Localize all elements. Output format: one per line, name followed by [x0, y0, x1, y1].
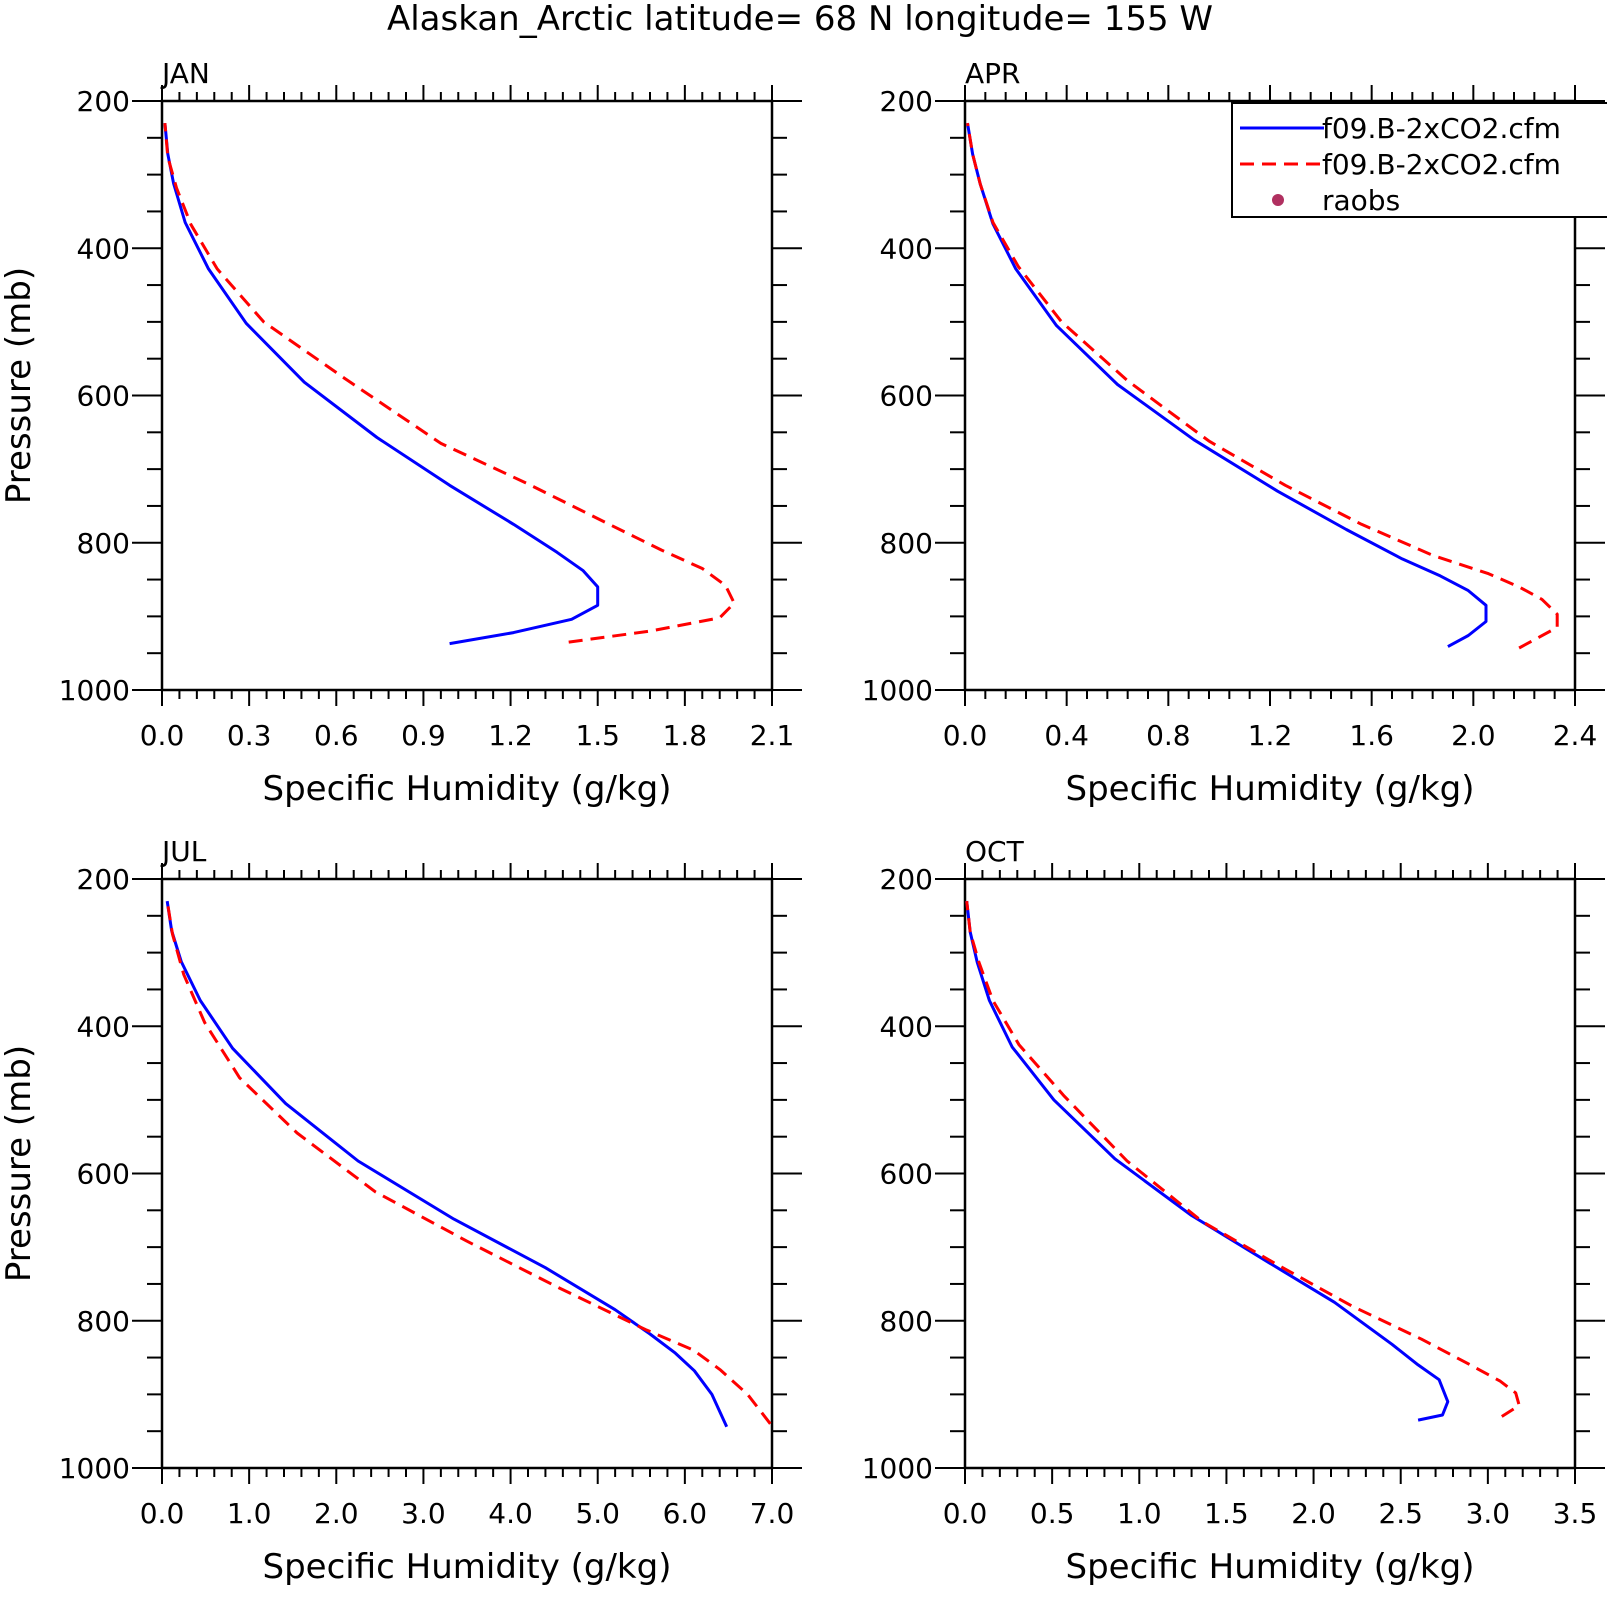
- plot-frame: [160, 877, 774, 1470]
- x-tick-label: 0.3: [227, 719, 272, 752]
- panel-title: JAN: [160, 57, 210, 90]
- x-tick-label: 1.2: [488, 719, 533, 752]
- y-tick-label: 200: [880, 863, 933, 896]
- series-line-solid: [165, 900, 729, 1428]
- main-title: Alaskan_Arctic latitude= 68 N longitude=…: [387, 0, 1213, 39]
- y-axis-label: Pressure (mb): [0, 1045, 39, 1282]
- x-tick-label: 0.0: [943, 1497, 988, 1530]
- x-tick-label: 0.8: [1146, 719, 1191, 752]
- x-tick-label: 1.5: [575, 719, 620, 752]
- x-tick-label: 0.9: [401, 719, 446, 752]
- y-tick-label: 800: [880, 527, 933, 560]
- y-tick-label: 400: [880, 1010, 933, 1043]
- x-axis-label: Specific Humidity (g/kg): [263, 1547, 672, 1587]
- y-tick-label: 200: [880, 85, 933, 118]
- x-tick-label: 1.8: [663, 719, 708, 752]
- y-tick-label: 200: [77, 85, 130, 118]
- series-line-dashed: [165, 900, 772, 1425]
- legend-box: [1231, 102, 1607, 218]
- x-tick-label: 2.0: [1291, 1497, 1336, 1530]
- x-tick-label: 1.0: [1117, 1497, 1162, 1530]
- panel-title: JUL: [160, 835, 207, 868]
- legend-label: raobs: [1322, 184, 1400, 217]
- series-line-dashed: [965, 900, 1521, 1418]
- panel-apr: 0.0 0.4 0.8 1.2 1.6 2.0 2.4 200 400 600 800 1000 APR…: [862, 57, 1605, 809]
- x-tick-label: 1.0: [227, 1497, 272, 1530]
- y-tick-label: 400: [880, 232, 933, 265]
- y-tick-label: 800: [77, 1305, 130, 1338]
- x-tick-label: 1.5: [1204, 1497, 1249, 1530]
- y-tick-label: 1000: [59, 1452, 130, 1485]
- x-tick-label: 3.0: [1466, 1497, 1511, 1530]
- x-axis-label: Specific Humidity (g/kg): [263, 769, 672, 809]
- panel-title: APR: [965, 57, 1021, 90]
- panels: 0.0 0.3 0.6 0.9 1.2 1.5 1.8 2.1 200 400 600 800 1000…: [0, 57, 1605, 1587]
- y-axis-label: Pressure (mb): [0, 267, 39, 504]
- legend-label: f09.B-2xCO2.cfm: [1322, 148, 1561, 181]
- panel-oct: 0.0 0.5 1.0 1.5 2.0 2.5 3.0 3.5 200 400 600 800 1000…: [862, 835, 1605, 1587]
- series-line-dashed: [966, 122, 1559, 650]
- x-tick-label: 6.0: [663, 1497, 708, 1530]
- y-tick-label: 200: [77, 863, 130, 896]
- x-tick-label: 0.5: [1030, 1497, 1075, 1530]
- x-tick-label: 3.0: [401, 1497, 446, 1530]
- y-tick-label: 600: [77, 1158, 130, 1191]
- x-tick-label: 1.2: [1248, 719, 1293, 752]
- x-tick-label: 5.0: [575, 1497, 620, 1530]
- x-axis-label: Specific Humidity (g/kg): [1066, 1547, 1475, 1587]
- y-tick-label: 600: [880, 1158, 933, 1191]
- x-tick-label: 0.0: [140, 1497, 185, 1530]
- y-tick-label: 800: [880, 1305, 933, 1338]
- panel-jan: 0.0 0.3 0.6 0.9 1.2 1.5 1.8 2.1 200 400 600 800 1000…: [0, 57, 802, 809]
- y-tick-label: 1000: [862, 674, 933, 707]
- plot-frame: [160, 99, 774, 692]
- x-tick-label: 4.0: [488, 1497, 533, 1530]
- x-tick-label: 0.0: [140, 719, 185, 752]
- x-tick-label: 1.6: [1349, 719, 1394, 752]
- x-tick-label: 2.1: [750, 719, 795, 752]
- y-tick-label: 600: [880, 380, 933, 413]
- y-tick-label: 800: [77, 527, 130, 560]
- x-axis-label: Specific Humidity (g/kg): [1066, 769, 1475, 809]
- legend-label: f09.B-2xCO2.cfm: [1322, 112, 1561, 145]
- series-line-dashed: [163, 122, 736, 644]
- x-tick-label: 0.6: [314, 719, 359, 752]
- legend-marker-raobs: [1272, 194, 1284, 206]
- x-tick-label: 2.0: [314, 1497, 359, 1530]
- y-tick-label: 600: [77, 380, 130, 413]
- plot-frame: [963, 877, 1577, 1470]
- x-tick-label: 7.0: [750, 1497, 795, 1530]
- panel-jul: 0.0 1.0 2.0 3.0 4.0 5.0 6.0 7.0 200 400 600 800 1000…: [0, 835, 802, 1587]
- x-tick-label: 2.0: [1451, 719, 1496, 752]
- x-tick-label: 0.4: [1044, 719, 1089, 752]
- x-tick-label: 2.5: [1378, 1497, 1423, 1530]
- y-tick-label: 400: [77, 232, 130, 265]
- series-line-solid: [965, 900, 1450, 1422]
- y-tick-label: 400: [77, 1010, 130, 1043]
- x-tick-label: 0.0: [943, 719, 988, 752]
- panel-title: OCT: [965, 835, 1025, 868]
- series-line-solid: [163, 122, 600, 646]
- y-tick-label: 1000: [862, 1452, 933, 1485]
- x-tick-label: 3.5: [1553, 1497, 1598, 1530]
- y-tick-label: 1000: [59, 674, 130, 707]
- x-tick-label: 2.4: [1553, 719, 1598, 752]
